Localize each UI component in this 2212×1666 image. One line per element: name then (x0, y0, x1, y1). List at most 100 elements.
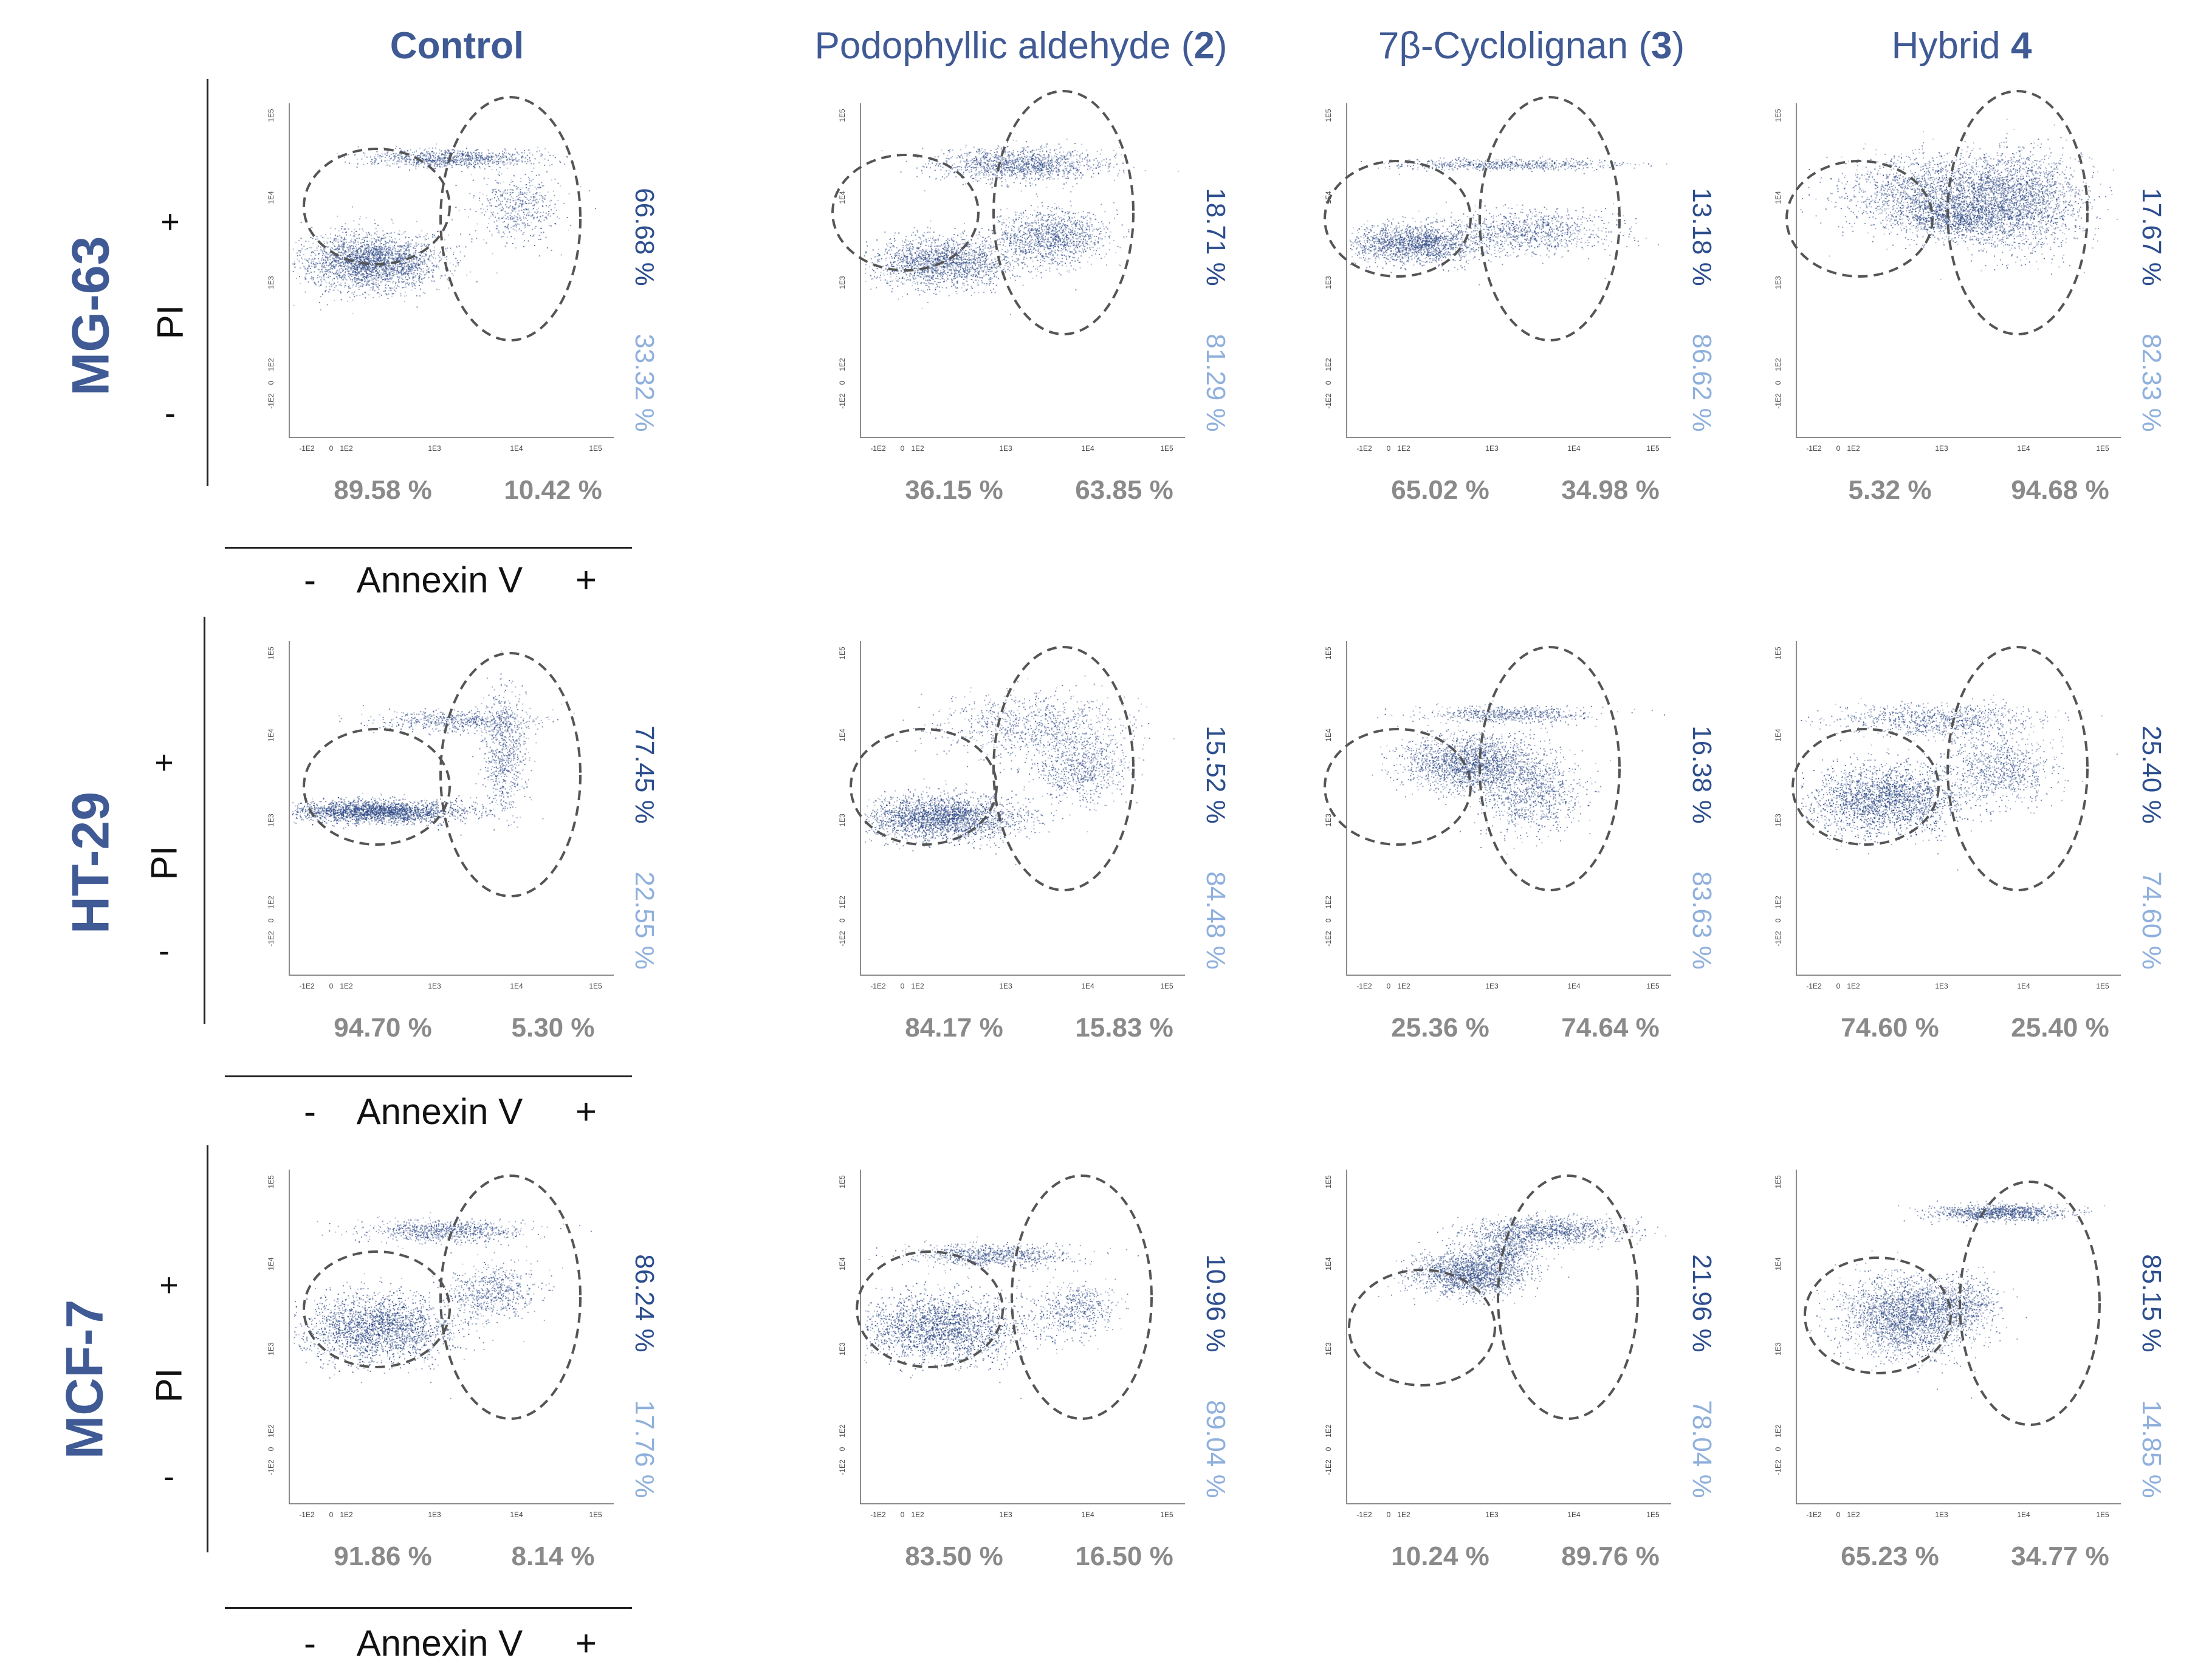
event-points (1378, 1198, 1667, 1305)
plot-axes (860, 1170, 1185, 1504)
annexin-minus-sign: - (304, 1091, 316, 1133)
x-tick-label: 1E5 (589, 1510, 602, 1519)
x-tick-label: -1E2 (870, 982, 886, 990)
plot-axes (1796, 103, 2121, 438)
y-tick-label: -1E2 (267, 1459, 275, 1475)
pi-minus-sign: - (159, 932, 170, 970)
y-tick-label: 0 (838, 1447, 847, 1451)
apoptotic-gate (1479, 646, 1621, 891)
pi-minus-sign: - (165, 394, 176, 432)
y-tick-label: 1E5 (267, 109, 275, 122)
pi-axis-line (204, 617, 205, 1024)
annexin-negative-percent: 5.32 % (1849, 475, 1932, 506)
x-tick-label: -1E2 (1356, 982, 1372, 990)
pi-positive-percent: 18.71 % (1200, 188, 1231, 286)
annexin-negative-percent: 65.23 % (1841, 1541, 1939, 1572)
y-tick-label: 1E4 (1774, 191, 1782, 204)
annexin-positive-percent: 74.64 % (1561, 1013, 1659, 1043)
y-tick-label: 1E5 (1774, 646, 1782, 660)
event-points (294, 1212, 592, 1399)
x-tick-label: 0 (1387, 444, 1391, 453)
x-tick-label: 1E2 (911, 982, 924, 990)
x-tick-label: -1E2 (299, 444, 315, 453)
y-tick-label: -1E2 (267, 931, 275, 947)
x-tick-label: 1E5 (1646, 982, 1660, 990)
pi-positive-percent: 25.40 % (2136, 725, 2166, 823)
y-tick-label: 0 (1774, 380, 1782, 385)
annexin-axis-label-row: - Annexin V + (304, 1091, 597, 1133)
y-tick-label: 1E2 (1774, 358, 1782, 371)
apoptotic-gate (1959, 1181, 2101, 1426)
x-tick-label: 0 (1836, 1510, 1841, 1519)
y-tick-label: 1E2 (1324, 1424, 1333, 1438)
x-tick-label: -1E2 (1806, 444, 1822, 453)
plot-axes (289, 103, 614, 438)
x-tick-label: 1E3 (1485, 1510, 1499, 1519)
y-tick-label: 1E3 (267, 276, 275, 289)
x-tick-label: 1E3 (999, 982, 1012, 990)
scatter-plot-mg-63-1: -1E2 0 1E2 1E3 1E4 1E5 1E5 1E4 1E3 1E2 0 -1E2 (831, 90, 1185, 453)
pi-negative-percent: 86.62 % (1686, 334, 1717, 431)
x-tick-label: 1E3 (1485, 982, 1499, 990)
y-tick-label: 0 (267, 918, 275, 922)
event-points (863, 1236, 1139, 1399)
apoptotic-gate (992, 646, 1135, 891)
scatter-plot-mcf-7-0: -1E2 0 1E2 1E3 1E4 1E5 1E5 1E4 1E3 1E2 0 -1E2 (267, 1170, 614, 1519)
x-tick-label: -1E2 (870, 1510, 886, 1519)
annexin-axis-label-row: - Annexin V + (304, 559, 597, 601)
scatter-plot-mcf-7-1: -1E2 0 1E2 1E3 1E4 1E5 1E5 1E4 1E3 1E2 0 -1E2 (838, 1170, 1185, 1519)
y-tick-label: 1E3 (1774, 814, 1782, 827)
live-gate (1348, 1269, 1496, 1387)
annexin-positive-percent: 89.76 % (1561, 1541, 1659, 1572)
x-tick-label: 1E4 (1081, 982, 1094, 990)
annexin-negative-percent: 25.36 % (1391, 1013, 1489, 1043)
pi-positive-percent: 15.52 % (1200, 725, 1231, 823)
y-tick-label: -1E2 (838, 1459, 847, 1475)
x-tick-label: 1E4 (2017, 1510, 2030, 1519)
plot-axes (1346, 641, 1671, 976)
annexin-negative-percent: 89.58 % (334, 475, 431, 506)
apoptotic-gate (992, 90, 1135, 335)
y-tick-label: -1E2 (1774, 931, 1782, 947)
apoptotic-gate (439, 652, 582, 897)
x-tick-label: 1E3 (999, 444, 1012, 453)
y-tick-label: 1E4 (1324, 191, 1333, 204)
y-tick-label: 1E5 (1774, 1175, 1782, 1188)
y-tick-label: 1E3 (267, 1342, 275, 1356)
x-tick-label: 1E5 (1160, 444, 1173, 453)
x-tick-label: 0 (1387, 1510, 1391, 1519)
x-tick-label: 1E2 (1847, 444, 1860, 453)
x-tick-label: 1E2 (1397, 982, 1410, 990)
y-tick-label: 1E4 (1324, 1257, 1333, 1270)
y-tick-label: 1E4 (838, 1257, 847, 1270)
plot-axes (860, 103, 1185, 438)
y-tick-label: -1E2 (1324, 1459, 1333, 1475)
plot-axes (1346, 1170, 1671, 1504)
annexin-minus-sign: - (304, 559, 316, 601)
x-tick-label: 0 (329, 982, 334, 990)
live-gate (1791, 728, 1940, 846)
y-tick-label: 1E4 (267, 191, 275, 204)
y-tick-label: 1E4 (267, 728, 275, 742)
x-tick-label: 1E4 (1081, 444, 1094, 453)
x-tick-label: 1E5 (589, 982, 602, 990)
y-tick-label: 1E5 (267, 1175, 275, 1188)
column-title-tail: ) (1672, 25, 1685, 67)
annexin-axis-line (225, 1607, 632, 1609)
live-gate (1785, 160, 1934, 278)
x-tick-label: 1E4 (2017, 444, 2030, 453)
y-tick-label: 1E2 (1324, 358, 1333, 371)
live-gate (303, 1250, 451, 1368)
y-tick-label: 1E4 (838, 728, 847, 742)
apoptotic-gate (1497, 1174, 1639, 1420)
x-tick-label: -1E2 (299, 1510, 315, 1519)
y-tick-label: -1E2 (838, 931, 847, 947)
x-tick-label: 1E5 (1646, 444, 1660, 453)
x-tick-label: 1E3 (428, 982, 441, 990)
column-title-text: Podophyllic aldehyde ( (815, 25, 1194, 67)
x-tick-label: 1E5 (2096, 444, 2109, 453)
scatter-plot-mg-63-3: -1E2 0 1E2 1E3 1E4 1E5 1E5 1E4 1E3 1E2 0 -1E2 (1774, 90, 2121, 453)
annexin-positive-percent: 5.30 % (512, 1013, 595, 1043)
apoptotic-gate (439, 1174, 582, 1420)
